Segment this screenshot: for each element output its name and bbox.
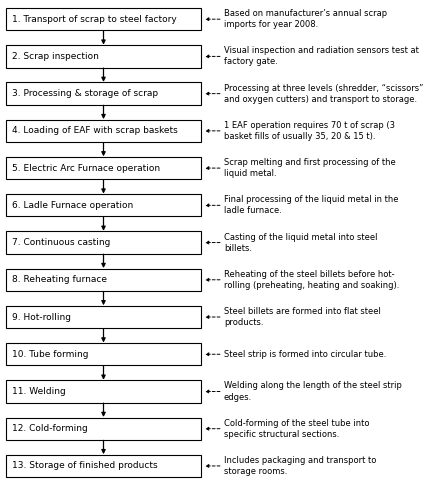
Bar: [6, 45, 201, 68]
Bar: [6, 157, 201, 180]
Bar: [6, 120, 201, 142]
Text: 10. Tube forming: 10. Tube forming: [12, 350, 89, 358]
Bar: [6, 8, 201, 30]
Text: Reheating of the steel billets before hot-
rolling (preheating, heating and soak: Reheating of the steel billets before ho…: [224, 270, 399, 290]
Bar: [6, 306, 201, 328]
Bar: [6, 232, 201, 254]
Text: 9. Hot-rolling: 9. Hot-rolling: [12, 312, 71, 322]
Bar: [6, 194, 201, 216]
Text: 4. Loading of EAF with scrap baskets: 4. Loading of EAF with scrap baskets: [12, 126, 178, 136]
Bar: [6, 343, 201, 365]
Bar: [6, 268, 201, 291]
Text: Casting of the liquid metal into steel
billets.: Casting of the liquid metal into steel b…: [224, 232, 378, 252]
Text: Final processing of the liquid metal in the
ladle furnace.: Final processing of the liquid metal in …: [224, 196, 398, 216]
Text: Visual inspection and radiation sensors test at
factory gate.: Visual inspection and radiation sensors …: [224, 46, 419, 66]
Text: Welding along the length of the steel strip
edges.: Welding along the length of the steel st…: [224, 382, 402, 402]
Text: 1 EAF operation requires 70 t of scrap (3
basket fills of usually 35, 20 & 15 t): 1 EAF operation requires 70 t of scrap (…: [224, 121, 395, 141]
Text: Processing at three levels (shredder, “scissors”
and oxygen cutters) and transpo: Processing at three levels (shredder, “s…: [224, 84, 423, 103]
Text: 7. Continuous casting: 7. Continuous casting: [12, 238, 110, 247]
Text: Scrap melting and first processing of the
liquid metal.: Scrap melting and first processing of th…: [224, 158, 396, 178]
Text: 12. Cold-forming: 12. Cold-forming: [12, 424, 88, 433]
Text: 8. Reheating furnace: 8. Reheating furnace: [12, 276, 107, 284]
Text: Cold-forming of the steel tube into
specific structural sections.: Cold-forming of the steel tube into spec…: [224, 418, 369, 439]
Text: Steel billets are formed into flat steel
products.: Steel billets are formed into flat steel…: [224, 307, 381, 327]
Text: 2. Scrap inspection: 2. Scrap inspection: [12, 52, 99, 61]
Text: 11. Welding: 11. Welding: [12, 387, 66, 396]
Text: 6. Ladle Furnace operation: 6. Ladle Furnace operation: [12, 201, 133, 210]
Text: Includes packaging and transport to
storage rooms.: Includes packaging and transport to stor…: [224, 456, 376, 476]
Bar: [6, 380, 201, 402]
Text: 5. Electric Arc Furnace operation: 5. Electric Arc Furnace operation: [12, 164, 160, 172]
Text: 1. Transport of scrap to steel factory: 1. Transport of scrap to steel factory: [12, 14, 177, 24]
Bar: [6, 418, 201, 440]
Text: Based on manufacturer’s annual scrap
imports for year 2008.: Based on manufacturer’s annual scrap imp…: [224, 9, 387, 29]
Text: Steel strip is formed into circular tube.: Steel strip is formed into circular tube…: [224, 350, 386, 358]
Text: 3. Processing & storage of scrap: 3. Processing & storage of scrap: [12, 89, 158, 98]
Bar: [6, 82, 201, 105]
Bar: [6, 455, 201, 477]
Text: 13. Storage of finished products: 13. Storage of finished products: [12, 462, 158, 470]
